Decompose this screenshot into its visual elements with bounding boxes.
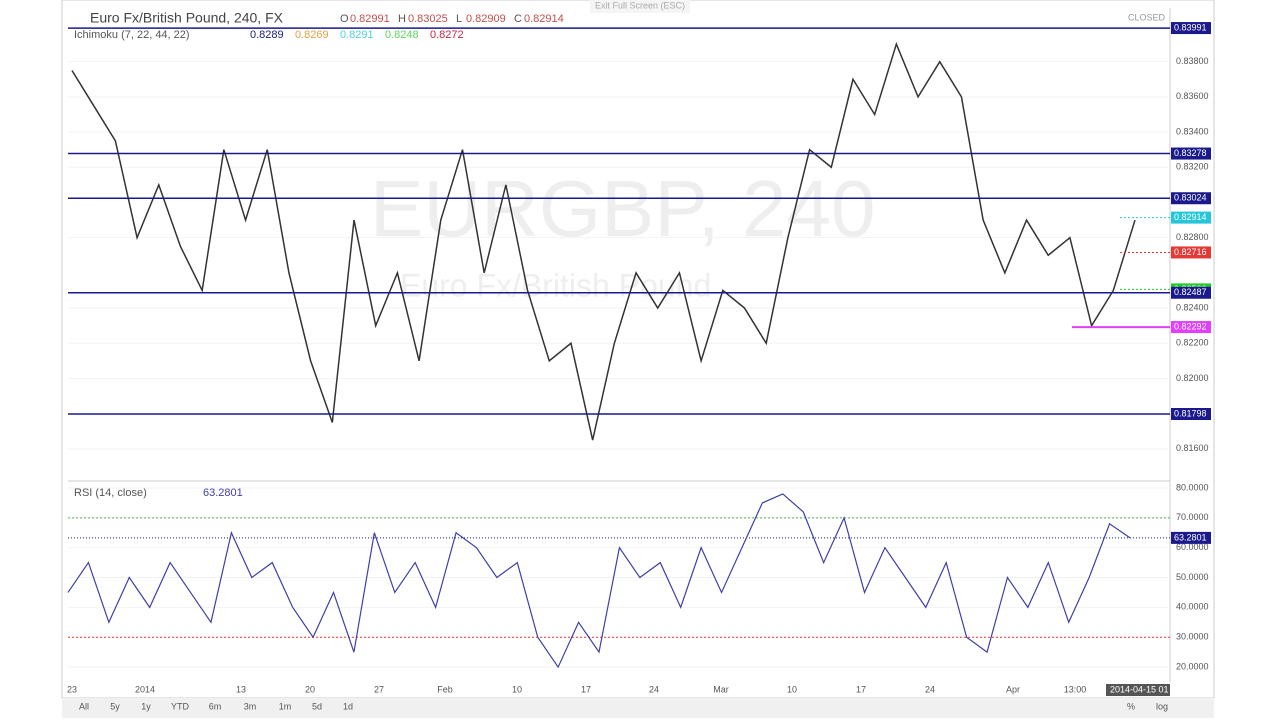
x-tick-label: 17	[856, 684, 866, 694]
ohlc-value: 0.82991	[350, 13, 390, 25]
y-tick-label: 0.82200	[1176, 338, 1209, 348]
price-label-bg	[1171, 211, 1211, 224]
rsi-tick-label: 30.0000	[1176, 632, 1209, 642]
x-tick-label: 13:00	[1064, 684, 1087, 694]
x-tick-label: 24	[925, 684, 935, 694]
price-label-bg	[1171, 192, 1211, 205]
price-label-bg	[1171, 147, 1211, 160]
y-tick-label: 0.83600	[1176, 91, 1209, 101]
range-button[interactable]: All	[79, 701, 89, 711]
ohlc-key: H	[398, 13, 406, 25]
range-button[interactable]: 6m	[209, 701, 222, 711]
price-label: 0.82716	[1174, 247, 1207, 257]
range-button[interactable]: 1m	[279, 701, 292, 711]
range-button[interactable]: 3m	[244, 701, 257, 711]
rsi-label-bg	[1171, 531, 1211, 544]
price-label: 0.83024	[1174, 193, 1207, 203]
price-label-bg	[1171, 321, 1211, 334]
rsi-line	[67, 493, 1131, 669]
ohlc-value: 0.83025	[408, 13, 448, 25]
ichimoku-name: Ichimoku (7, 22, 44, 22)	[74, 29, 190, 41]
rsi-name: RSI (14, close)	[74, 487, 147, 499]
chart-frame	[61, 0, 1215, 699]
x-tick-label: 2014	[135, 684, 155, 694]
x-tick-label: 17	[581, 684, 591, 694]
rsi-tick-label: 20.0000	[1176, 661, 1209, 671]
y-tick-label: 0.83400	[1176, 126, 1209, 136]
price-label-bg	[1171, 408, 1211, 421]
price-label-bg	[1171, 286, 1211, 299]
y-tick-label: 0.82400	[1176, 302, 1209, 312]
x-tick-label: 10	[787, 684, 797, 694]
price-label-bg	[1171, 22, 1211, 35]
x-tick-label: 24	[649, 684, 659, 694]
range-button[interactable]: 1y	[141, 701, 151, 711]
ohlc-key: O	[340, 13, 349, 25]
price-label: 0.82914	[1174, 212, 1207, 222]
ichimoku-value: 0.8272	[430, 29, 464, 41]
cursor-date: 2014-04-15 01	[1110, 684, 1169, 694]
toolbar-bg	[62, 698, 1214, 718]
watermark: EURGBP, 240	[370, 164, 875, 253]
scale-button[interactable]: %	[1127, 701, 1135, 711]
price-label: 0.83991	[1174, 22, 1207, 32]
rsi-tick-label: 60.0000	[1176, 542, 1209, 552]
rsi-label: 63.2801	[1174, 532, 1207, 542]
scale-button[interactable]: log	[1156, 701, 1168, 711]
x-tick-label: 10	[512, 684, 522, 694]
x-tick-label: 27	[374, 684, 384, 694]
ohlc-key: L	[456, 13, 462, 25]
price-label: 0.81798	[1174, 408, 1207, 418]
ohlc-value: 0.82909	[466, 13, 506, 25]
ichimoku-value: 0.8269	[295, 29, 329, 41]
price-label: 0.82487	[1174, 287, 1207, 297]
x-tick-label: Mar	[713, 684, 729, 694]
closed-label: CLOSED	[1128, 12, 1166, 22]
exit-label[interactable]: Exit Full Screen (ESC)	[595, 0, 685, 10]
ichimoku-value: 0.8291	[340, 29, 374, 41]
x-tick-label: Feb	[437, 684, 453, 694]
ohlc-value: 0.82914	[524, 13, 564, 25]
symbol: Euro Fx/British Pound, 240, FX	[90, 10, 284, 26]
exit-button[interactable]	[590, 0, 690, 13]
x-tick-label: Apr	[1006, 684, 1020, 694]
range-button[interactable]: 5y	[110, 701, 120, 711]
y-tick-label: 0.83800	[1176, 56, 1209, 66]
y-tick-label: 0.82800	[1176, 232, 1209, 242]
rsi-tick-label: 50.0000	[1176, 572, 1209, 582]
range-button[interactable]: 5d	[312, 701, 322, 711]
rsi-value: 63.2801	[203, 487, 243, 499]
rsi-tick-label: 70.0000	[1176, 512, 1209, 522]
price-label: 0.83278	[1174, 148, 1207, 158]
x-tick-label: 13	[236, 684, 246, 694]
x-tick-label: 20	[305, 684, 315, 694]
watermark-sub: Euro Fx/British Pound	[400, 267, 711, 303]
ichimoku-value: 0.8248	[385, 29, 419, 41]
range-button[interactable]: 1d	[343, 701, 353, 711]
rsi-tick-label: 40.0000	[1176, 602, 1209, 612]
y-tick-label: 0.83200	[1176, 162, 1209, 172]
x-tick-label: 23	[67, 684, 77, 694]
price-line	[71, 41, 1136, 441]
price-label-bg	[1171, 246, 1211, 259]
ichimoku-value: 0.8289	[250, 29, 284, 41]
range-button[interactable]: YTD	[171, 701, 190, 711]
y-tick-label: 0.82000	[1176, 373, 1209, 383]
cursor-date-bg	[1106, 684, 1170, 696]
ohlc-key: C	[514, 13, 522, 25]
y-tick-label: 0.81600	[1176, 443, 1209, 453]
price-label: 0.82292	[1174, 321, 1207, 331]
rsi-tick-label: 80.0000	[1176, 482, 1209, 492]
